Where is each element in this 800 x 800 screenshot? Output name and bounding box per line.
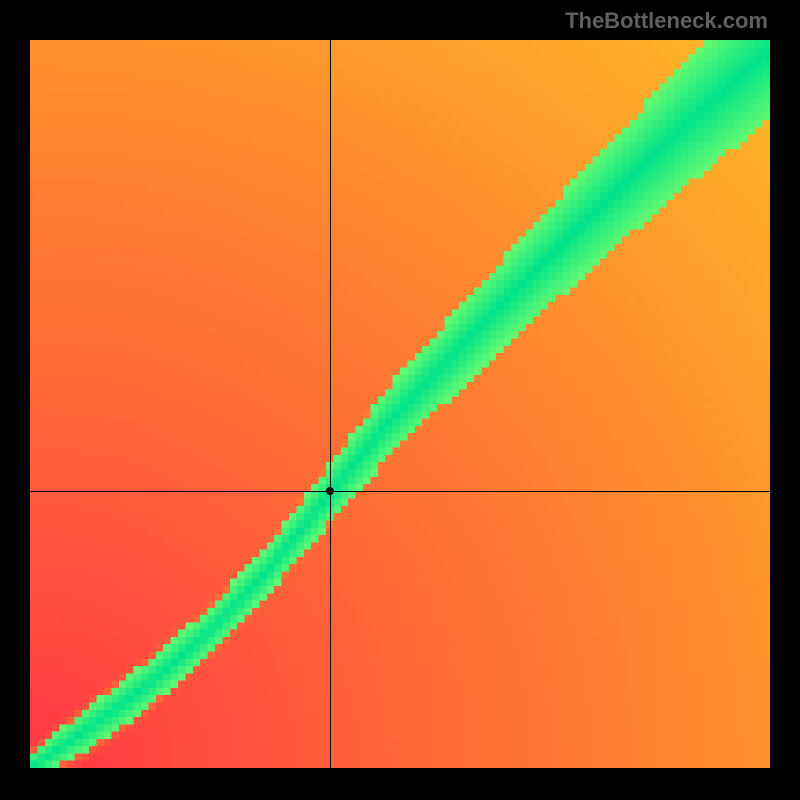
watermark-text: TheBottleneck.com — [565, 8, 768, 34]
heatmap-plot — [30, 40, 770, 768]
heatmap-canvas — [30, 40, 770, 768]
chart-frame: TheBottleneck.com — [0, 0, 800, 800]
